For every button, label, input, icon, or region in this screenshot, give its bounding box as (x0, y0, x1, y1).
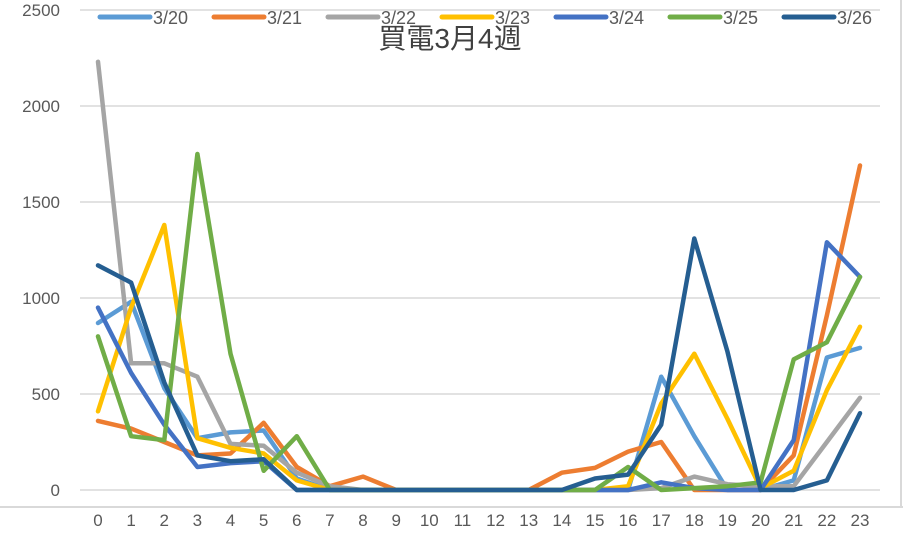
y-tick-label: 1000 (22, 289, 60, 308)
x-axis-tick-labels: 0 1 2 3 4 5 6 7 8 9 10 11 12 13 14 15 16 17 18 19 20 21 22 23 (93, 511, 869, 530)
legend-item: 3/24 (553, 8, 644, 28)
x-tick-label: 21 (784, 511, 803, 530)
x-tick-label: 2 (160, 511, 169, 530)
legend-label: 3/23 (495, 8, 530, 28)
x-tick-label: 20 (751, 511, 770, 530)
y-tick-label: 0 (51, 481, 60, 500)
series-line-3-25 (95, 151, 863, 493)
y-tick-label: 500 (32, 385, 60, 404)
legend-label: 3/21 (267, 8, 302, 28)
legend-label: 3/20 (153, 8, 188, 28)
legend-label: 3/25 (723, 8, 758, 28)
legend-item: 3/25 (667, 8, 758, 28)
legend-item: 3/23 (439, 8, 530, 28)
x-tick-label: 23 (851, 511, 870, 530)
series-line-3-23 (95, 222, 863, 493)
legend-label: 3/26 (837, 8, 872, 28)
x-tick-label: 11 (454, 511, 472, 530)
x-tick-label: 5 (259, 511, 268, 530)
x-tick-label: 15 (585, 511, 604, 530)
x-tick-label: 7 (325, 511, 334, 530)
y-tick-label: 1500 (22, 193, 60, 212)
legend-item: 3/20 (97, 8, 188, 28)
x-tick-label: 1 (126, 511, 135, 530)
y-axis-tick-labels: 0 500 1000 1500 2000 2500 (22, 1, 60, 500)
chart-title: 買電3月4週 (378, 23, 521, 54)
legend-label: 3/24 (609, 8, 644, 28)
y-tick-label: 2000 (22, 97, 60, 116)
x-tick-label: 18 (685, 511, 704, 530)
legend-label: 3/22 (381, 8, 416, 28)
y-tick-label: 2500 (22, 1, 60, 20)
x-tick-label: 16 (619, 511, 638, 530)
x-tick-label: 4 (226, 511, 235, 530)
x-tick-label: 13 (519, 511, 538, 530)
x-tick-label: 0 (93, 511, 102, 530)
gridlines (80, 9, 880, 491)
legend: 3/20 3/21 3/22 3/23 3/24 3/25 3/26 (97, 8, 872, 28)
x-tick-label: 3 (193, 511, 202, 530)
legend-item: 3/22 (325, 8, 416, 28)
x-tick-label: 8 (358, 511, 367, 530)
x-tick-label: 6 (292, 511, 301, 530)
x-tick-label: 19 (718, 511, 737, 530)
legend-item: 3/26 (781, 8, 872, 28)
x-tick-label: 14 (552, 511, 571, 530)
series-lines (95, 59, 863, 493)
x-tick-label: 22 (817, 511, 836, 530)
x-tick-label: 17 (652, 511, 671, 530)
series-line-3-26 (95, 236, 863, 493)
legend-item: 3/21 (211, 8, 302, 28)
x-tick-label: 12 (486, 511, 505, 530)
x-tick-label: 9 (391, 511, 400, 530)
x-tick-label: 10 (420, 511, 439, 530)
